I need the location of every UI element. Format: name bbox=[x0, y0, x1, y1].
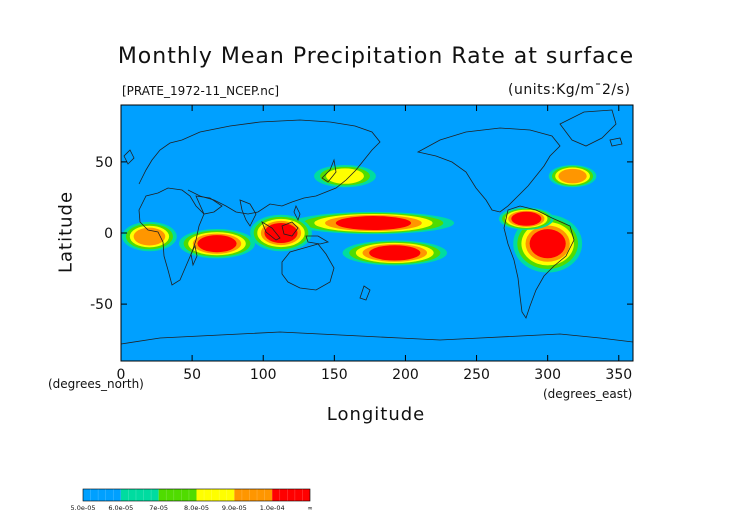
legend-swatch bbox=[196, 489, 235, 501]
y-tick-label: 50 bbox=[95, 155, 113, 171]
chart-title: Monthly Mean Precipitation Rate at surfa… bbox=[117, 44, 635, 69]
y-tick-label: -50 bbox=[90, 297, 113, 313]
legend-label: 1.0e-04 bbox=[260, 504, 285, 512]
x-axis-ticks: 0 50 100 150 200 250 300 350 bbox=[117, 105, 632, 383]
coastline-north-america bbox=[416, 127, 561, 213]
precip-level-5 bbox=[529, 229, 566, 259]
coastline-india bbox=[239, 199, 257, 227]
precip-level-5 bbox=[511, 211, 542, 226]
precip-level-5 bbox=[335, 216, 412, 231]
units-label: (units:Kg/m¯2/s) bbox=[508, 82, 631, 98]
coastline-borneo bbox=[281, 221, 299, 237]
x-tick-label: 100 bbox=[250, 367, 277, 383]
x-tick-label: 200 bbox=[392, 367, 419, 383]
coastline-uk bbox=[123, 149, 135, 165]
coastline-iceland bbox=[609, 137, 623, 147]
legend-swatch bbox=[234, 489, 273, 501]
source-file-label: [PRATE_1972-11_NCEP.nc] bbox=[122, 84, 280, 98]
coastline-newzealand bbox=[359, 285, 371, 301]
precip-region-0 bbox=[292, 211, 455, 235]
precip-region-3 bbox=[179, 229, 255, 259]
x-tick-label: 350 bbox=[605, 367, 632, 383]
precip-region-6 bbox=[513, 214, 583, 273]
x-axis-label: Longitude bbox=[326, 404, 426, 425]
x-tick-label: 250 bbox=[463, 367, 490, 383]
legend-label: ∞ bbox=[307, 504, 312, 512]
legend-label: 9.0e-05 bbox=[222, 504, 247, 512]
legend-swatch bbox=[272, 489, 310, 501]
x-tick-label: 300 bbox=[534, 367, 561, 383]
coastline-arabia bbox=[195, 195, 223, 215]
coastline-antarctica bbox=[121, 331, 633, 345]
color-legend: 5.0e-05 6.0e-05 7e-05 8.0e-05 9.0e-05 1.0e-04… bbox=[71, 488, 313, 512]
precip-level-3 bbox=[326, 168, 364, 184]
precip-level-5 bbox=[197, 235, 237, 253]
coastline-greenland bbox=[559, 109, 617, 147]
coastline-south-america bbox=[503, 205, 575, 319]
coastline-japan bbox=[321, 158, 337, 183]
precip-region-8 bbox=[548, 165, 597, 188]
y-axis-ticks: 50 0 -50 bbox=[90, 155, 633, 313]
legend-label: 7e-05 bbox=[149, 504, 168, 512]
plot-area bbox=[120, 104, 634, 362]
legend-label: 8.0e-05 bbox=[184, 504, 209, 512]
legend-swatch bbox=[120, 489, 159, 501]
precip-region-1 bbox=[342, 240, 447, 266]
precip-region-7 bbox=[498, 207, 554, 230]
y-tick-label: 0 bbox=[104, 226, 113, 242]
legend-frame bbox=[82, 488, 311, 502]
x-tick-label: 0 bbox=[117, 367, 126, 383]
x-tick-label: 50 bbox=[183, 367, 201, 383]
coastline-sumatra bbox=[261, 221, 281, 241]
x-axis-units: (degrees_east) bbox=[543, 387, 633, 401]
precip-level-4 bbox=[558, 168, 587, 184]
precip-region-4 bbox=[122, 221, 177, 252]
coastline-australia bbox=[281, 243, 335, 291]
y-axis-units: (degrees_north) bbox=[48, 377, 144, 391]
legend-label: 6.0e-05 bbox=[108, 504, 133, 512]
coastline-madagascar bbox=[190, 244, 198, 267]
x-tick-label: 150 bbox=[321, 367, 348, 383]
precip-region-2 bbox=[250, 214, 312, 252]
coastline-newguinea bbox=[305, 235, 330, 245]
legend-swatch bbox=[83, 489, 121, 501]
legend-swatch bbox=[158, 489, 197, 501]
coastlines bbox=[121, 109, 633, 345]
coastline-philippines bbox=[293, 204, 301, 222]
precip-level-5 bbox=[264, 222, 298, 244]
precip-level-5 bbox=[369, 245, 421, 261]
coastline-eurasia bbox=[138, 119, 381, 215]
legend-label: 5.0e-05 bbox=[71, 504, 96, 512]
